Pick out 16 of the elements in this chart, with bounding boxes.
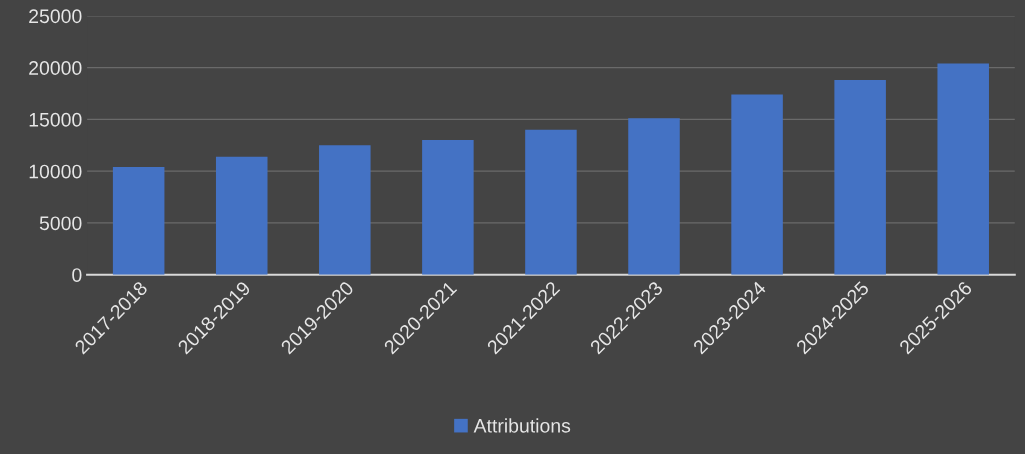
- bar: [937, 63, 989, 275]
- bar: [112, 167, 165, 275]
- bar: [834, 80, 886, 275]
- y-tick-label: 5000: [39, 216, 82, 231]
- y-tick-label: 10000: [29, 164, 82, 179]
- y-tick-label: 0: [72, 268, 82, 282]
- bar: [319, 145, 371, 275]
- bar: [215, 156, 268, 275]
- bar: [628, 118, 680, 275]
- bar: [525, 129, 577, 275]
- y-tick-label: 15000: [29, 112, 82, 127]
- y-tick-label: 20000: [29, 61, 82, 75]
- bar: [422, 140, 474, 275]
- legend-label: Attributions: [473, 418, 571, 433]
- bar: [731, 94, 783, 275]
- y-tick-label: 25000: [29, 9, 82, 24]
